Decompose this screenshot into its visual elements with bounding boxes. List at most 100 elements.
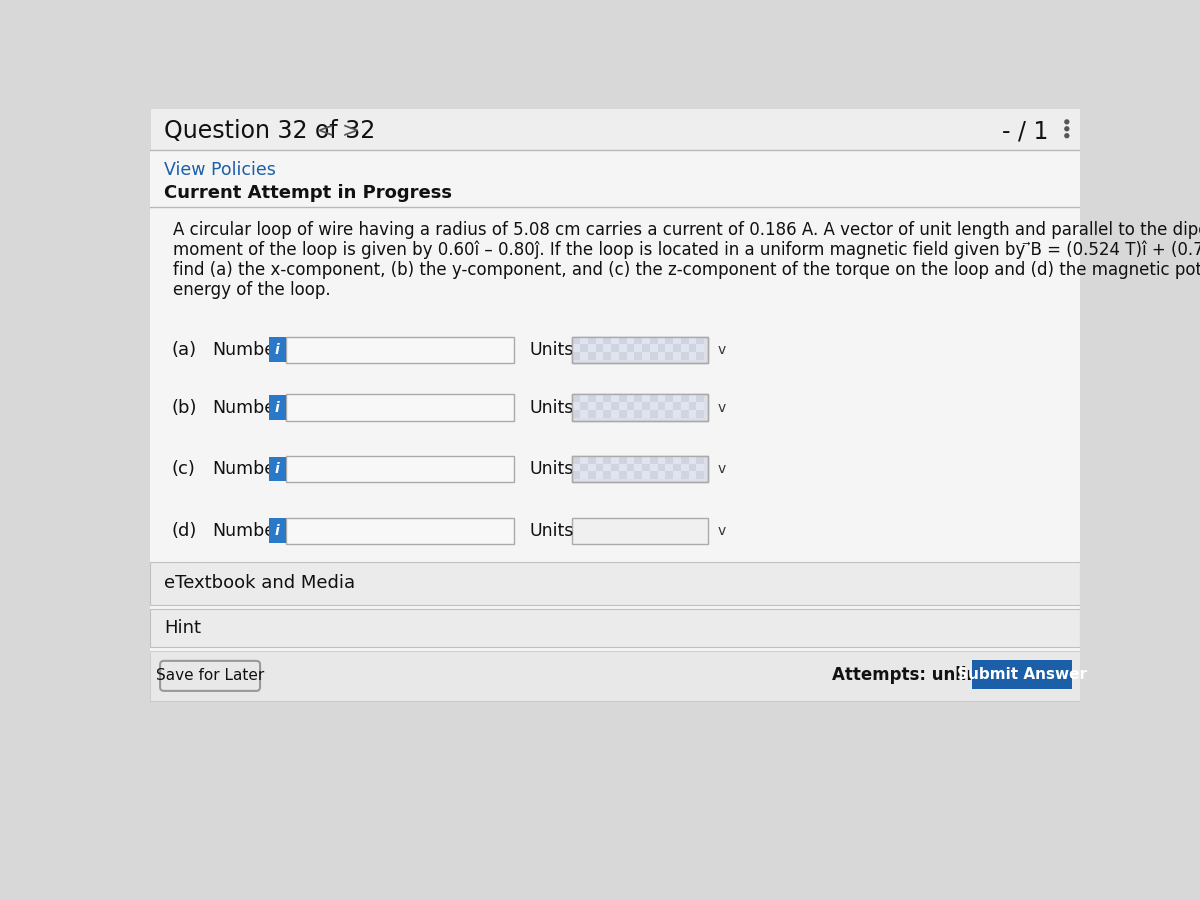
FancyBboxPatch shape bbox=[680, 337, 689, 345]
FancyBboxPatch shape bbox=[696, 472, 704, 479]
Text: - / 1: - / 1 bbox=[1002, 119, 1049, 143]
FancyBboxPatch shape bbox=[595, 402, 604, 410]
FancyBboxPatch shape bbox=[611, 352, 619, 360]
Text: >: > bbox=[342, 122, 360, 141]
FancyBboxPatch shape bbox=[619, 464, 626, 472]
FancyBboxPatch shape bbox=[626, 472, 635, 479]
Text: i: i bbox=[275, 462, 280, 476]
Circle shape bbox=[1064, 120, 1069, 124]
FancyBboxPatch shape bbox=[680, 402, 689, 410]
FancyBboxPatch shape bbox=[604, 410, 611, 418]
FancyBboxPatch shape bbox=[611, 456, 619, 464]
FancyBboxPatch shape bbox=[673, 345, 680, 352]
FancyBboxPatch shape bbox=[619, 456, 626, 464]
FancyBboxPatch shape bbox=[604, 472, 611, 479]
FancyBboxPatch shape bbox=[658, 345, 665, 352]
FancyBboxPatch shape bbox=[286, 394, 515, 420]
FancyBboxPatch shape bbox=[650, 402, 658, 410]
FancyBboxPatch shape bbox=[650, 345, 658, 352]
FancyBboxPatch shape bbox=[696, 352, 704, 360]
Text: v: v bbox=[718, 343, 726, 356]
FancyBboxPatch shape bbox=[642, 472, 650, 479]
FancyBboxPatch shape bbox=[604, 394, 611, 402]
FancyBboxPatch shape bbox=[269, 338, 286, 362]
Circle shape bbox=[1064, 127, 1069, 130]
FancyBboxPatch shape bbox=[580, 337, 588, 345]
FancyBboxPatch shape bbox=[611, 410, 619, 418]
FancyBboxPatch shape bbox=[588, 337, 595, 345]
FancyBboxPatch shape bbox=[665, 472, 673, 479]
FancyBboxPatch shape bbox=[604, 352, 611, 360]
FancyBboxPatch shape bbox=[635, 472, 642, 479]
FancyBboxPatch shape bbox=[604, 464, 611, 472]
FancyBboxPatch shape bbox=[673, 394, 680, 402]
Circle shape bbox=[1064, 134, 1069, 138]
FancyBboxPatch shape bbox=[635, 410, 642, 418]
FancyBboxPatch shape bbox=[689, 464, 696, 472]
FancyBboxPatch shape bbox=[269, 457, 286, 482]
FancyBboxPatch shape bbox=[642, 337, 650, 345]
FancyBboxPatch shape bbox=[588, 352, 595, 360]
FancyBboxPatch shape bbox=[680, 394, 689, 402]
FancyBboxPatch shape bbox=[689, 352, 696, 360]
FancyBboxPatch shape bbox=[604, 402, 611, 410]
FancyBboxPatch shape bbox=[595, 410, 604, 418]
FancyBboxPatch shape bbox=[604, 337, 611, 345]
FancyBboxPatch shape bbox=[588, 410, 595, 418]
Text: Number: Number bbox=[212, 341, 282, 359]
FancyBboxPatch shape bbox=[572, 337, 580, 345]
FancyBboxPatch shape bbox=[696, 345, 704, 352]
Text: Units: Units bbox=[529, 399, 574, 417]
Text: (d): (d) bbox=[172, 522, 197, 540]
FancyBboxPatch shape bbox=[150, 651, 1080, 701]
FancyBboxPatch shape bbox=[673, 472, 680, 479]
FancyBboxPatch shape bbox=[572, 394, 580, 402]
FancyBboxPatch shape bbox=[619, 352, 626, 360]
FancyBboxPatch shape bbox=[619, 402, 626, 410]
FancyBboxPatch shape bbox=[680, 345, 689, 352]
FancyBboxPatch shape bbox=[658, 337, 665, 345]
FancyBboxPatch shape bbox=[673, 352, 680, 360]
FancyBboxPatch shape bbox=[572, 402, 580, 410]
Text: energy of the loop.: energy of the loop. bbox=[173, 281, 331, 299]
FancyBboxPatch shape bbox=[611, 337, 619, 345]
FancyBboxPatch shape bbox=[626, 456, 635, 464]
FancyBboxPatch shape bbox=[595, 394, 604, 402]
Text: Hint: Hint bbox=[164, 619, 200, 637]
FancyBboxPatch shape bbox=[604, 456, 611, 464]
FancyBboxPatch shape bbox=[635, 394, 642, 402]
Text: A circular loop of wire having a radius of 5.08 cm carries a current of 0.186 A.: A circular loop of wire having a radius … bbox=[173, 220, 1200, 238]
FancyBboxPatch shape bbox=[642, 402, 650, 410]
Text: i: i bbox=[275, 524, 280, 537]
Text: Units: Units bbox=[529, 460, 574, 478]
FancyBboxPatch shape bbox=[642, 456, 650, 464]
FancyBboxPatch shape bbox=[689, 345, 696, 352]
FancyBboxPatch shape bbox=[572, 345, 580, 352]
FancyBboxPatch shape bbox=[626, 345, 635, 352]
FancyBboxPatch shape bbox=[595, 345, 604, 352]
FancyBboxPatch shape bbox=[595, 456, 604, 464]
FancyBboxPatch shape bbox=[595, 464, 604, 472]
FancyBboxPatch shape bbox=[150, 108, 1080, 801]
FancyBboxPatch shape bbox=[150, 108, 1080, 150]
FancyBboxPatch shape bbox=[580, 456, 588, 464]
FancyBboxPatch shape bbox=[650, 410, 658, 418]
FancyBboxPatch shape bbox=[689, 337, 696, 345]
FancyBboxPatch shape bbox=[642, 394, 650, 402]
FancyBboxPatch shape bbox=[572, 337, 708, 363]
FancyBboxPatch shape bbox=[689, 456, 696, 464]
FancyBboxPatch shape bbox=[160, 661, 260, 691]
Text: (b): (b) bbox=[172, 399, 197, 417]
FancyBboxPatch shape bbox=[680, 352, 689, 360]
FancyBboxPatch shape bbox=[665, 464, 673, 472]
FancyBboxPatch shape bbox=[150, 608, 1080, 647]
FancyBboxPatch shape bbox=[286, 518, 515, 544]
FancyBboxPatch shape bbox=[642, 410, 650, 418]
Text: Units: Units bbox=[529, 341, 574, 359]
FancyBboxPatch shape bbox=[580, 464, 588, 472]
FancyBboxPatch shape bbox=[588, 456, 595, 464]
FancyBboxPatch shape bbox=[150, 701, 1080, 801]
FancyBboxPatch shape bbox=[572, 352, 580, 360]
FancyBboxPatch shape bbox=[588, 345, 595, 352]
FancyBboxPatch shape bbox=[580, 352, 588, 360]
